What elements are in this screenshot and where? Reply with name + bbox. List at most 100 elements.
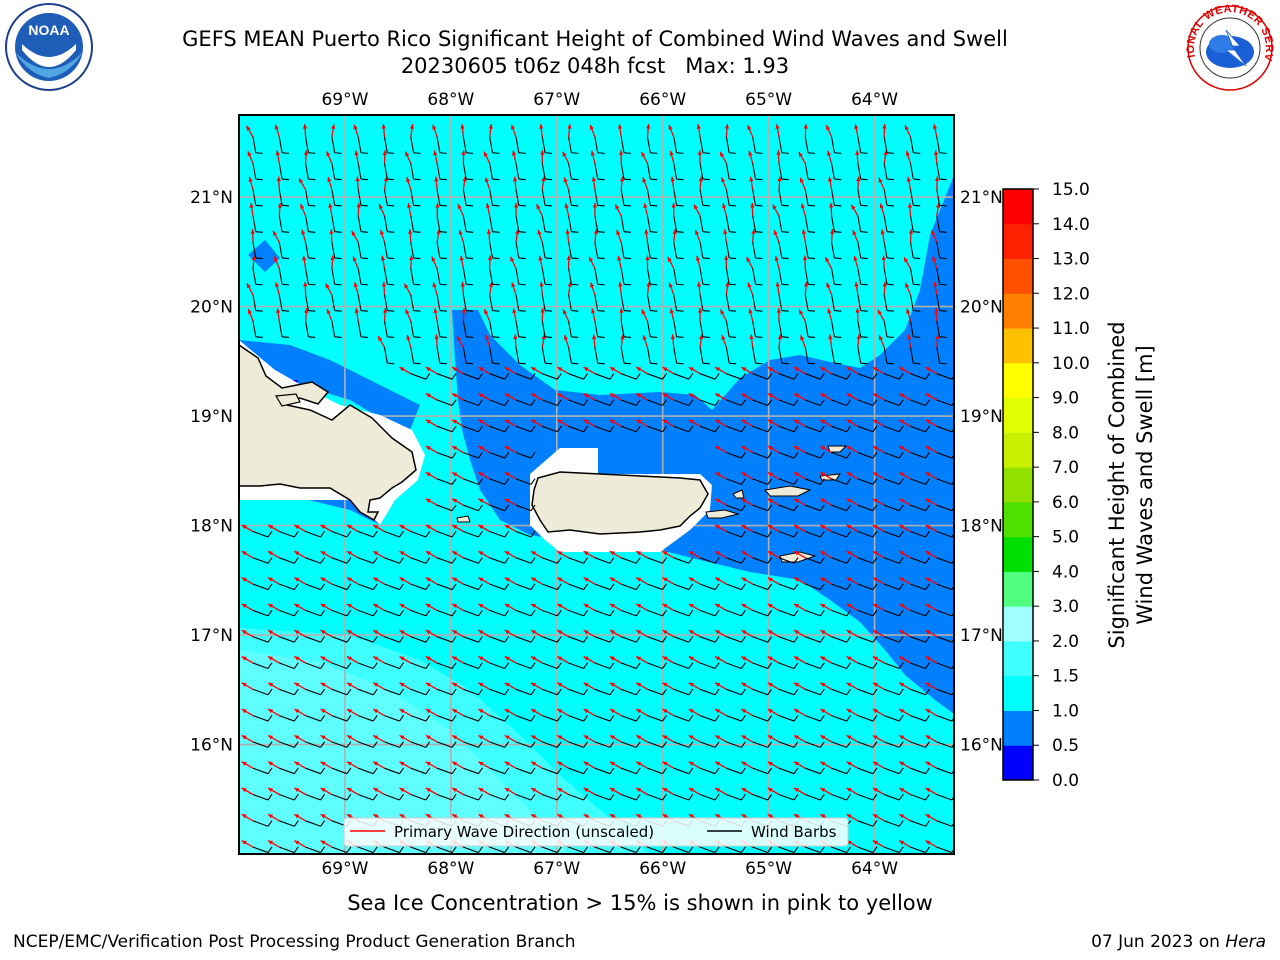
wind-barb — [673, 163, 678, 180]
wind-barb — [410, 530, 427, 538]
wind-barb-flag — [781, 257, 789, 260]
wind-barb — [331, 136, 336, 153]
wave-arrowhead — [800, 335, 805, 341]
wave-arrowhead — [794, 419, 800, 424]
wind-barb-flag — [688, 846, 694, 853]
wave-arrowhead — [583, 419, 589, 424]
wind-barb-flag — [556, 662, 562, 669]
wind-barb — [910, 662, 926, 669]
wave-arrowhead — [853, 256, 858, 261]
wind-barb — [252, 294, 257, 311]
wind-barb-flag — [439, 310, 447, 312]
wind-barb — [752, 504, 768, 512]
wind-barb — [831, 215, 835, 232]
wave-arrowhead — [846, 577, 852, 582]
wave-arrowhead — [827, 150, 832, 156]
lon-ticks-bottom: 69°W 68°W 67°W 66°W 65°W 64°W — [321, 859, 898, 879]
wind-barb-flag — [872, 478, 878, 485]
wind-barb — [857, 662, 874, 669]
wind-barb-flag — [556, 609, 562, 617]
wind-barb-flag — [740, 767, 746, 774]
wind-barb-flag — [898, 820, 904, 827]
wind-barb — [805, 609, 821, 617]
wave-arrowhead — [846, 761, 852, 766]
wave-arrowhead — [531, 788, 537, 793]
wave-arrowhead — [425, 630, 431, 635]
wind-barb-flag — [399, 741, 405, 748]
wind-barb-flag — [676, 204, 684, 207]
wind-barb — [910, 557, 926, 564]
wind-barb — [726, 399, 742, 406]
wind-barb — [410, 741, 427, 748]
wind-barb — [410, 242, 415, 259]
wind-barb — [778, 215, 783, 232]
wave-arrowhead — [537, 229, 542, 235]
wind-barb-flag — [504, 504, 510, 511]
wave-arrowhead — [399, 788, 405, 793]
wind-barb — [831, 136, 835, 153]
wave-arrowhead — [346, 551, 352, 556]
wind-barb-flag — [504, 741, 510, 748]
wind-barb — [436, 294, 441, 311]
colorbar-tick-label: 9.0 — [1052, 389, 1079, 409]
wind-barb-flag — [755, 152, 763, 154]
wind-barb-flag — [477, 478, 483, 485]
wind-barb — [752, 767, 768, 775]
wind-barb-flag — [819, 767, 825, 774]
wave-arrowhead — [905, 282, 910, 288]
wave-arrowhead — [583, 551, 589, 556]
wind-barb — [752, 347, 757, 364]
wind-barb — [462, 347, 467, 364]
wave-arrowhead — [320, 577, 326, 582]
wave-arrowhead — [636, 630, 642, 635]
wave-arrowhead — [583, 761, 589, 766]
wind-barb-flag — [451, 688, 457, 696]
wave-arrowhead — [373, 551, 379, 556]
wind-barb-flag — [676, 362, 684, 365]
wind-barb — [647, 741, 663, 748]
wind-barb-flag — [372, 557, 378, 564]
wave-arrowhead — [741, 682, 747, 687]
wave-arrowhead — [373, 630, 379, 635]
wave-arrowhead — [294, 709, 300, 714]
wave-arrowhead — [272, 230, 278, 236]
wind-barb — [252, 321, 257, 337]
wave-arrowhead — [767, 761, 773, 766]
wind-barb-flag — [492, 336, 500, 339]
wind-barb — [804, 294, 809, 311]
wind-barb — [489, 399, 505, 406]
wind-barb-flag — [755, 283, 763, 286]
wind-barb — [305, 268, 309, 285]
wind-barb — [305, 557, 321, 564]
wind-barb-flag — [635, 767, 641, 774]
wind-barb-flag — [898, 557, 904, 564]
wave-arrowhead — [557, 735, 563, 740]
wind-barb — [725, 268, 730, 285]
wave-arrowhead — [688, 656, 694, 661]
wave-arrowhead — [715, 788, 721, 793]
wind-barb — [410, 189, 415, 206]
wave-arrowhead — [751, 229, 756, 234]
noaa-logo-text: NOAA — [28, 22, 69, 38]
wave-arrowhead — [275, 150, 280, 156]
wind-barb-flag — [650, 283, 658, 286]
wind-barb-flag — [530, 478, 536, 485]
wave-arrowhead — [591, 334, 597, 340]
wave-arrowhead — [478, 393, 484, 398]
wind-barb-flag — [293, 662, 299, 669]
wind-barb — [383, 242, 388, 259]
wind-barb-flag — [439, 152, 447, 154]
wind-barb-flag — [729, 231, 737, 233]
wind-barb — [831, 662, 847, 669]
wind-barb-flag — [320, 820, 326, 827]
wind-barb — [489, 557, 505, 564]
wind-barb — [884, 425, 900, 433]
wave-arrowhead — [557, 630, 563, 635]
colorbar-segment — [1003, 467, 1033, 503]
wind-barb-flag — [635, 662, 641, 669]
wave-arrowhead — [715, 735, 721, 740]
wind-barb-flag — [676, 310, 684, 312]
wind-barb-flag — [714, 662, 720, 669]
wind-barb-flag — [597, 231, 605, 233]
wind-barb-flag — [808, 231, 816, 233]
